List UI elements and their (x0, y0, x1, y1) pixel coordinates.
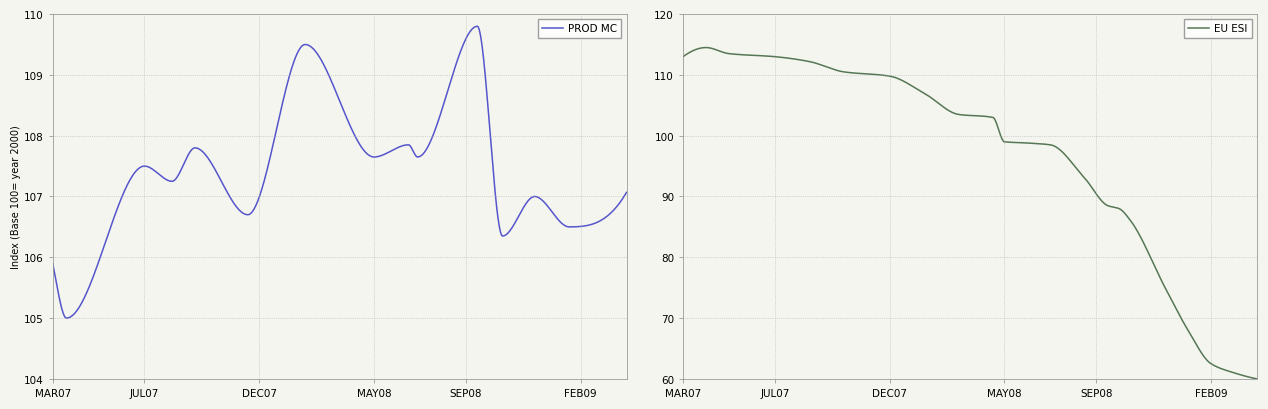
Legend: PROD MC: PROD MC (538, 20, 621, 38)
Y-axis label: Index (Base 100= year 2000): Index (Base 100= year 2000) (11, 125, 22, 269)
Legend: EU ESI: EU ESI (1184, 20, 1252, 38)
